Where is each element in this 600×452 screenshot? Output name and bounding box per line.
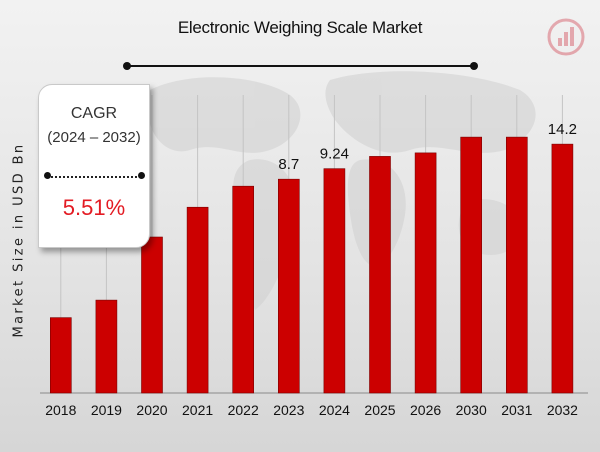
- cagr-callout: CAGR (2024 – 2032) 5.51%: [38, 84, 150, 248]
- chart-title: Electronic Weighing Scale Market: [177, 18, 423, 37]
- x-tick-labels: 2018 2019 2020 2021 2022 2023 2024 2025 2026 2030…: [45, 402, 578, 418]
- data-labels: 8.7 9.24 14.2: [278, 121, 577, 173]
- bar-2022: [232, 185, 254, 394]
- bar-2020: [141, 236, 163, 394]
- x-tick-label-2025: 2025: [364, 402, 395, 418]
- brand-logo-icon: [547, 18, 585, 56]
- x-tick-label-2032: 2032: [547, 402, 578, 418]
- data-label-2032: 14.2: [548, 121, 577, 138]
- cagr-value: 5.51%: [62, 195, 126, 220]
- data-label-2024: 9.24: [320, 146, 349, 163]
- bar-2018: [49, 317, 72, 394]
- title-underline: [123, 62, 478, 70]
- x-tick-label-2031: 2031: [501, 402, 532, 418]
- x-tick-label-2022: 2022: [228, 402, 259, 418]
- bars-group: [49, 136, 574, 394]
- x-tick-label-2018: 2018: [45, 402, 76, 418]
- cagr-label: CAGR: [70, 105, 118, 122]
- bar-2021: [186, 206, 209, 394]
- x-tick-label-2020: 2020: [136, 402, 167, 418]
- x-tick-label-2023: 2023: [273, 402, 304, 418]
- bar-2030: [460, 136, 483, 394]
- bar-2025: [369, 156, 391, 394]
- cagr-period: (2024 – 2032): [47, 129, 141, 146]
- x-tick-label-2024: 2024: [319, 402, 350, 418]
- bar-2024: [323, 168, 346, 394]
- bar-2031: [505, 136, 528, 394]
- cagr-divider-dot-left: [44, 172, 51, 179]
- cagr-divider-dot-right: [138, 172, 145, 179]
- x-tick-label-2019: 2019: [91, 402, 122, 418]
- data-label-2023: 8.7: [278, 156, 299, 173]
- cagr-divider: [47, 176, 141, 178]
- x-tick-label-2030: 2030: [456, 402, 487, 418]
- x-tick-label-2021: 2021: [182, 402, 213, 418]
- bar-2032: [551, 143, 574, 394]
- y-axis-label: Market Size in USD Bn: [11, 142, 27, 338]
- bar-2026: [414, 152, 437, 394]
- x-tick-label-2026: 2026: [410, 402, 441, 418]
- bar-2023: [277, 178, 300, 394]
- bar-2019: [95, 299, 118, 394]
